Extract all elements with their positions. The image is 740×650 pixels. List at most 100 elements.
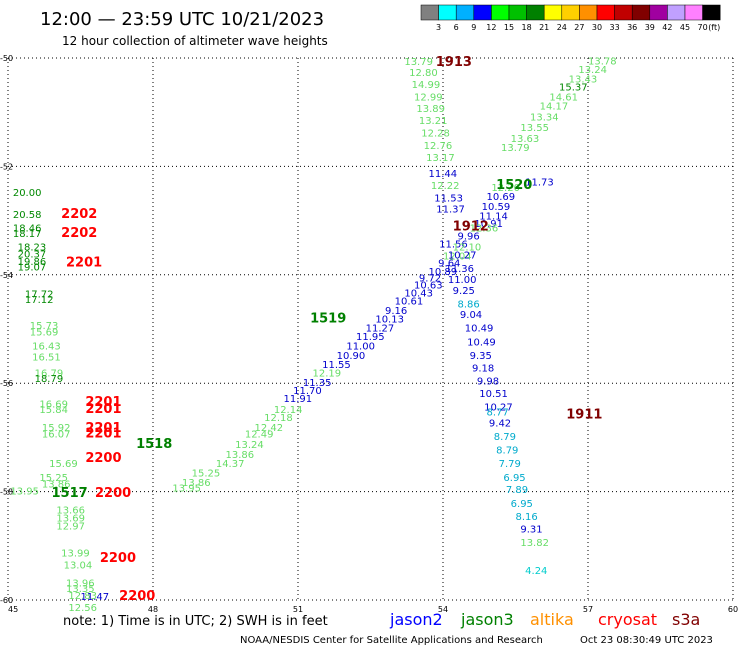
pass-time-label: 2201 [66,256,102,271]
pass-time-label: 1911 [566,407,602,422]
wave-height-point: 20.00 [13,188,42,199]
wave-height-point: 15.73 [30,321,59,332]
pass-time-label: 1518 [136,437,172,452]
color-scale-label: 45 [680,23,690,32]
footer-credit: NOAA/NESDIS Center for Satellite Applica… [240,635,543,646]
wave-height-point: 17.12 [25,295,54,306]
wave-height-point: 16.07 [42,429,71,440]
pass-time-label: 2200 [119,589,155,604]
pass-time-label: 2202 [61,207,97,222]
wave-height-point: 12.22 [431,181,460,192]
wave-height-point: 13.99 [61,549,90,560]
color-scale-label: 6 [454,23,459,32]
pass-time-label: 1520 [496,178,532,193]
x-tick-label: 54 [438,605,448,614]
wave-height-point: 11.47 [81,592,110,603]
color-scale-label: 27 [574,23,584,32]
wave-height-point: 9.31 [520,524,542,535]
wave-height-point: 20.37 [18,249,47,260]
wave-height-point: 6.95 [511,499,533,510]
satellite-legend: jason2 jason3 altika cryosat s3a [389,610,700,629]
wave-height-point: 8.79 [494,432,516,443]
x-tick-label: 60 [728,605,738,614]
pass-time-label: 2202 [61,226,97,241]
color-scale-legend: 3 6 9 12 15 18 21 24 27 30 33 36 39 42 45 70 (ft) [420,4,721,32]
satellite-legend-cryosat: cryosat [598,610,657,629]
wave-height-point: 12.49 [245,429,274,440]
y-tick-label: -50 [0,54,13,63]
y-tick-label: -56 [0,379,13,388]
y-tick-label: -52 [0,162,13,171]
color-scale-swatch [473,4,492,21]
color-scale-swatch [596,4,615,21]
wave-height-point: 16.69 [39,400,68,411]
wave-height-point: 11.44 [429,169,458,180]
wave-height-point: 13.82 [520,538,549,549]
wave-height-point: 13.78 [588,57,617,68]
wave-height-point: 13.95 [10,486,39,497]
pass-time-label: 2200 [100,551,136,566]
wave-height-point: 14.37 [216,459,245,470]
wave-height-point: 9.35 [470,351,492,362]
wave-height-point: 13.66 [56,505,85,516]
wave-height-point: 15.92 [42,423,71,434]
wave-height-point: 15.84 [39,405,68,416]
wave-height-point: 13.04 [64,561,93,572]
wave-height-point: 10.59 [482,202,511,213]
wave-height-point: 9.18 [472,363,494,374]
x-tick-label: 45 [8,605,18,614]
color-scale-label: 39 [645,23,655,32]
wave-height-point: 15.25 [192,468,221,479]
wave-height-point: 16.43 [32,342,61,353]
wave-height-point: 13.96 [66,578,95,589]
color-scale-label: 3 [436,23,441,32]
wave-height-point: 11.14 [479,212,508,223]
color-scale-swatch [667,4,686,21]
color-scale-swatch [491,4,510,21]
axis-ticks: 45 48 51 54 57 60 -50 -52 -54 -56 -58 -60 [0,54,738,614]
y-tick-label: -54 [0,271,13,280]
wave-height-point: 14.17 [540,101,569,112]
color-scale-label: 12 [486,23,496,32]
wave-height-point: 15.69 [49,459,78,470]
wave-height-point: 13.69 [56,513,85,524]
wave-height-point: 10.49 [465,324,494,335]
pass-time-label: 1519 [310,311,346,326]
wave-height-point: 13.17 [426,153,455,164]
wave-height-point: 19.86 [18,257,47,268]
wave-height-point: 11.53 [434,194,463,205]
wave-height-point: 13.35 [66,584,95,595]
satellite-legend-jason2: jason2 [389,610,443,629]
x-tick-label: 51 [293,605,303,614]
pass-time-label: 2201 [85,421,121,436]
wave-height-point: 13.86 [226,450,255,461]
wave-height-point: 12.99 [414,92,443,103]
wave-height-point: 9.96 [458,232,480,243]
wave-height-point: 13.89 [416,104,445,115]
wave-height-point: 11.56 [439,240,468,251]
wave-height-point: 8.16 [516,512,538,523]
grid-lines [7,57,734,601]
color-scale-label: 42 [662,23,672,32]
wave-height-point: 13.79 [404,57,433,68]
x-tick-label: 57 [583,605,593,614]
wave-height-point: 10.43 [404,288,433,299]
wave-height-point: 19.07 [18,262,47,273]
wave-height-point: 12.83 [68,591,97,602]
pass-time-label: 1517 [52,486,88,501]
wave-height-values: 13.7912.8014.9912.9913.8913.2112.2812.76… [10,57,616,614]
pass-time-label: 2201 [85,395,121,410]
wave-height-point: 10.49 [467,337,496,348]
wave-height-point: 20.58 [13,210,42,221]
color-scale-swatch [526,4,545,21]
color-scale-label: 36 [627,23,637,32]
wave-height-point: 11.27 [366,324,395,335]
satellite-legend-s3a: s3a [672,610,700,629]
wave-height-point: 8.77 [487,408,509,419]
pass-time-label: 2201 [85,402,121,417]
wave-height-point: 10.27 [448,251,477,262]
wave-height-point: 12.19 [313,369,342,380]
color-scale-swatch [614,4,633,21]
